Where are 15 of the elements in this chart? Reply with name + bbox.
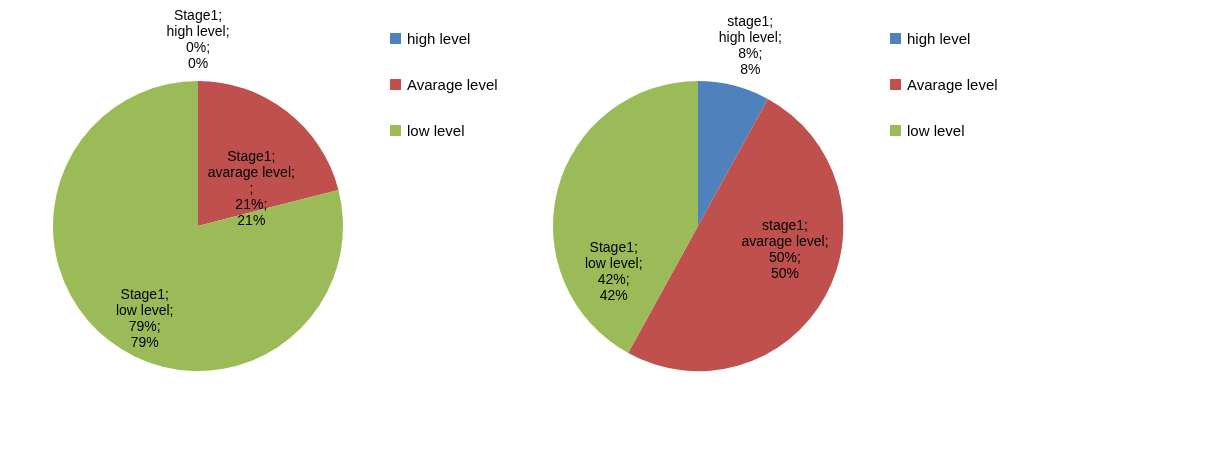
legend-label: low level: [907, 121, 965, 139]
legend-label: Avarage level: [907, 75, 998, 93]
data-label: stage1; high level; 8%; 8%: [718, 13, 782, 78]
data-label: Stage1; avarage level; ; 21%; 21%: [207, 148, 295, 229]
legend-label: low level: [407, 121, 465, 139]
pie-slice: [53, 81, 343, 371]
text: Stage1; high level; 0%; 0%: [166, 6, 230, 71]
data-label: Stage1; low level; 42%; 42%: [584, 238, 643, 303]
legend-label: Avarage level: [407, 75, 498, 93]
pie-slice: [198, 81, 339, 226]
pie-slice: [553, 81, 698, 354]
legend-label: high level: [407, 29, 471, 47]
legend-label: high level: [907, 29, 971, 47]
data-label: Stage1; low level; 79%; 79%: [115, 285, 174, 350]
data-label: stage1; avarage level; 50%; 50%: [741, 217, 829, 281]
